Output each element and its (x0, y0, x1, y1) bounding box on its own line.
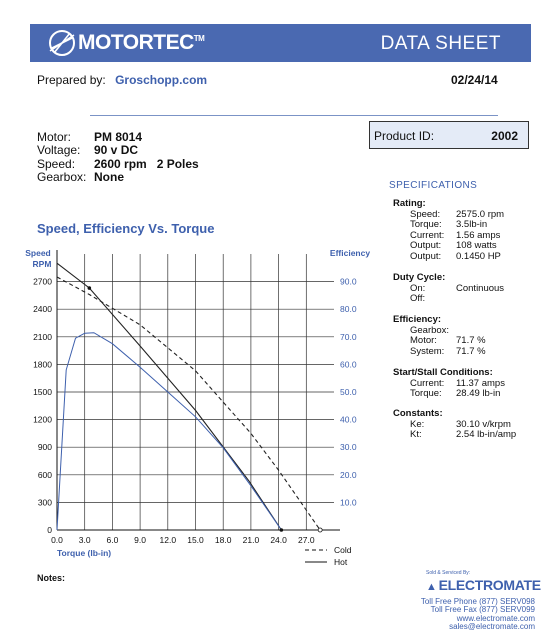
y-tick-label-right: 90.0 (340, 277, 357, 287)
y-axis-label-left: Speed (25, 248, 51, 258)
electromate-logo-icon: ▲ (426, 581, 437, 593)
y-tick-label-right: 10.0 (340, 497, 357, 507)
y-tick-label-right: 40.0 (340, 415, 357, 425)
product-id-value: 2002 (491, 129, 518, 143)
seller-website-link[interactable]: www.electromate.com (456, 613, 535, 623)
x-tick-label: 21.0 (243, 535, 260, 545)
spec-rating: Rating: Speed: 2575.0 rpm Torque: 3.5lb-in… (393, 198, 505, 262)
notes-label: Notes: (37, 573, 66, 583)
x-tick-label: 3.0 (79, 535, 91, 545)
y-tick-label-right: 70.0 (340, 332, 357, 342)
page-title: DATA SHEET (380, 33, 501, 54)
x-tick-label: 0.0 (51, 535, 63, 545)
y-tick-label-left: 1200 (33, 415, 52, 425)
seller-phone: Toll Free Phone (877) SERV098 (420, 597, 535, 606)
prepared-by-link[interactable]: Groschopp.com (115, 73, 208, 87)
y-tick-label-right: 60.0 (340, 359, 357, 369)
product-id-label: Product ID: (374, 129, 435, 143)
spec-constants: Constants: Ke: 30.10 v/krpm Kt: 2.54 lb-in… (393, 408, 517, 440)
y-tick-label-left: 1800 (33, 359, 52, 369)
x-tick-label: 24.0 (270, 535, 287, 545)
seller-contacts: Toll Free Phone (877) SERV098 Toll Free … (380, 597, 535, 631)
motor-row: Gearbox: None (37, 169, 124, 184)
y-tick-label-left: 0 (47, 525, 52, 535)
divider (90, 115, 498, 116)
efficiency-curve (56, 332, 282, 531)
y-tick-label-left: 2100 (33, 332, 52, 342)
y-tick-label-right: 30.0 (340, 442, 357, 452)
speed-curve-hot (56, 262, 282, 531)
y-tick-label-right: 80.0 (340, 304, 357, 314)
prepared-by-label: Prepared by: (37, 73, 106, 87)
x-tick-label: 12.0 (160, 535, 177, 545)
motor-row: Voltage: 90 v DC (37, 143, 139, 158)
y-tick-label-right: 20.0 (340, 470, 357, 480)
x-tick-label: 15.0 (187, 535, 204, 545)
y-tick-label-left: 600 (38, 470, 52, 480)
y-tick-label-left: 1500 (33, 387, 52, 397)
sheet-date: 02/24/14 (451, 73, 498, 87)
y-tick-label-left: 900 (38, 442, 52, 452)
header-banner: MOTORTECTM DATA SHEET (30, 24, 531, 62)
x-tick-label: 27.0 (298, 535, 315, 545)
seller-email-link[interactable]: sales@electromate.com (449, 621, 535, 631)
legend-label-cold: Cold (334, 545, 352, 555)
y-tick-label-right: 50.0 (340, 387, 357, 397)
chart-title: Speed, Efficiency Vs. Torque (37, 221, 215, 236)
spec-duty-cycle: Duty Cycle: On: Continuous Off: (393, 272, 505, 304)
spec-efficiency: Efficiency: Gearbox: Motor: 71.7 % System… (393, 314, 486, 357)
sold-by-label: Sold & Serviced By: (426, 570, 471, 576)
electromate-brand: ▲ ELECTROMATE (426, 577, 541, 593)
y-tick-label-left: 300 (38, 497, 52, 507)
legend-label-hot: Hot (334, 557, 348, 567)
stall-marker-hot (279, 528, 284, 532)
motor-info: Motor: PM 8014 Voltage: 90 v DC Speed: 2600… (37, 130, 199, 184)
stall-marker-cold (317, 527, 323, 533)
seller-fax: Toll Free Fax (877) SERV099 (430, 605, 535, 615)
rated-point-marker (87, 286, 92, 290)
y-tick-label-left: 2700 (33, 277, 52, 287)
prepared-by: Prepared by: Groschopp.com (37, 73, 207, 87)
x-tick-label: 9.0 (134, 535, 146, 545)
motor-row: Speed: 2600 rpm 2 Poles (37, 156, 199, 171)
specifications-heading: SPECIFICATIONS (389, 180, 478, 191)
speed-curve-cold (56, 276, 321, 531)
x-tick-label: 6.0 (106, 535, 118, 545)
logo-text: MOTORTECTM (78, 31, 205, 54)
product-id-box: Product ID: 2002 (369, 121, 529, 149)
x-tick-label: 18.0 (215, 535, 232, 545)
spec-stall: Start/Stall Conditions: Current: 11.37 am… (393, 367, 505, 399)
x-axis-label: Torque (lb-in) (57, 548, 111, 558)
motor-row: Motor: PM 8014 (37, 130, 143, 144)
y-axis-label-left: RPM (33, 259, 52, 269)
motor-pinwheel-icon (49, 30, 75, 56)
y-tick-label-left: 2400 (33, 304, 52, 314)
y-axis-label-right: Efficiency (330, 248, 370, 258)
